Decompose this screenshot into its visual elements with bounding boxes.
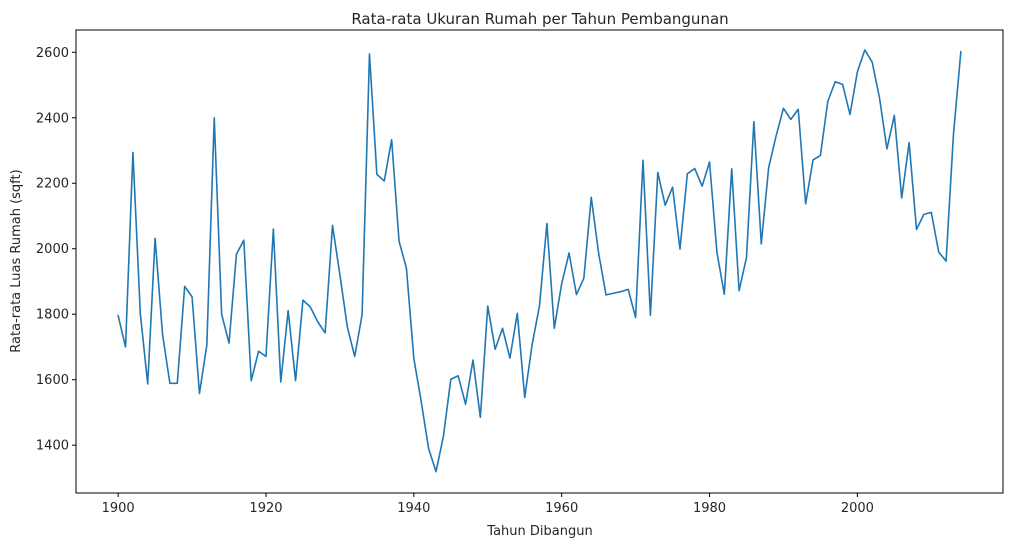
x-axis-label: Tahun Dibangun	[486, 524, 592, 539]
x-tick-label: 1960	[545, 501, 578, 516]
y-tick-label: 1800	[36, 308, 69, 323]
y-tick-label: 2600	[36, 46, 69, 61]
plot-frame	[75, 29, 1004, 494]
x-tick-label: 1940	[397, 501, 430, 516]
y-axis-label: Rata-rata Luas Rumah (sqft)	[9, 169, 24, 352]
chart-title: Rata-rata Ukuran Rumah per Tahun Pembang…	[351, 10, 728, 28]
series-lines	[117, 49, 962, 473]
axis-ticks: 1900 1920 1940 1960 1980 2000 1400 1600 1800 2000…	[36, 46, 874, 516]
y-tick-label: 1600	[36, 373, 69, 388]
series-line	[117, 49, 962, 473]
y-tick-label: 2000	[36, 242, 69, 257]
y-tick-label: 2200	[36, 177, 69, 192]
x-tick-label: 1900	[102, 501, 135, 516]
x-tick-label: 2000	[841, 501, 874, 516]
x-tick-label: 1980	[693, 501, 726, 516]
x-tick-label: 1920	[249, 501, 282, 516]
y-tick-label: 2400	[36, 111, 69, 126]
y-tick-label: 1400	[36, 439, 69, 454]
